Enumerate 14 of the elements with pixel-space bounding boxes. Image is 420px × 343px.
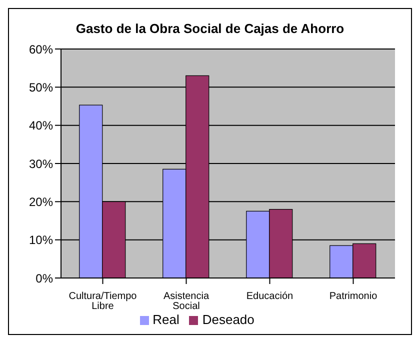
legend-label: Real (152, 312, 180, 327)
y-tick-label: 30% (28, 156, 54, 171)
x-tick-label: Educación (246, 291, 294, 302)
x-tick-label: Cultura/Tiempo Libre (68, 291, 138, 312)
y-tick-label: 20% (28, 194, 54, 209)
y-tick-label: 40% (28, 118, 54, 133)
y-tick-label: 0% (36, 271, 54, 286)
x-tick-label: Patrimonio (329, 291, 378, 302)
y-tick-label: 50% (28, 80, 54, 94)
y-tick-label: 60% (28, 42, 54, 56)
x-tick-label: Asistencia Social (163, 291, 210, 312)
legend-label: Deseado (202, 312, 254, 327)
chart-title: Gasto de la Obra Social de Cajas de Ahorro (74, 20, 346, 38)
y-tick-label: 10% (28, 233, 54, 248)
